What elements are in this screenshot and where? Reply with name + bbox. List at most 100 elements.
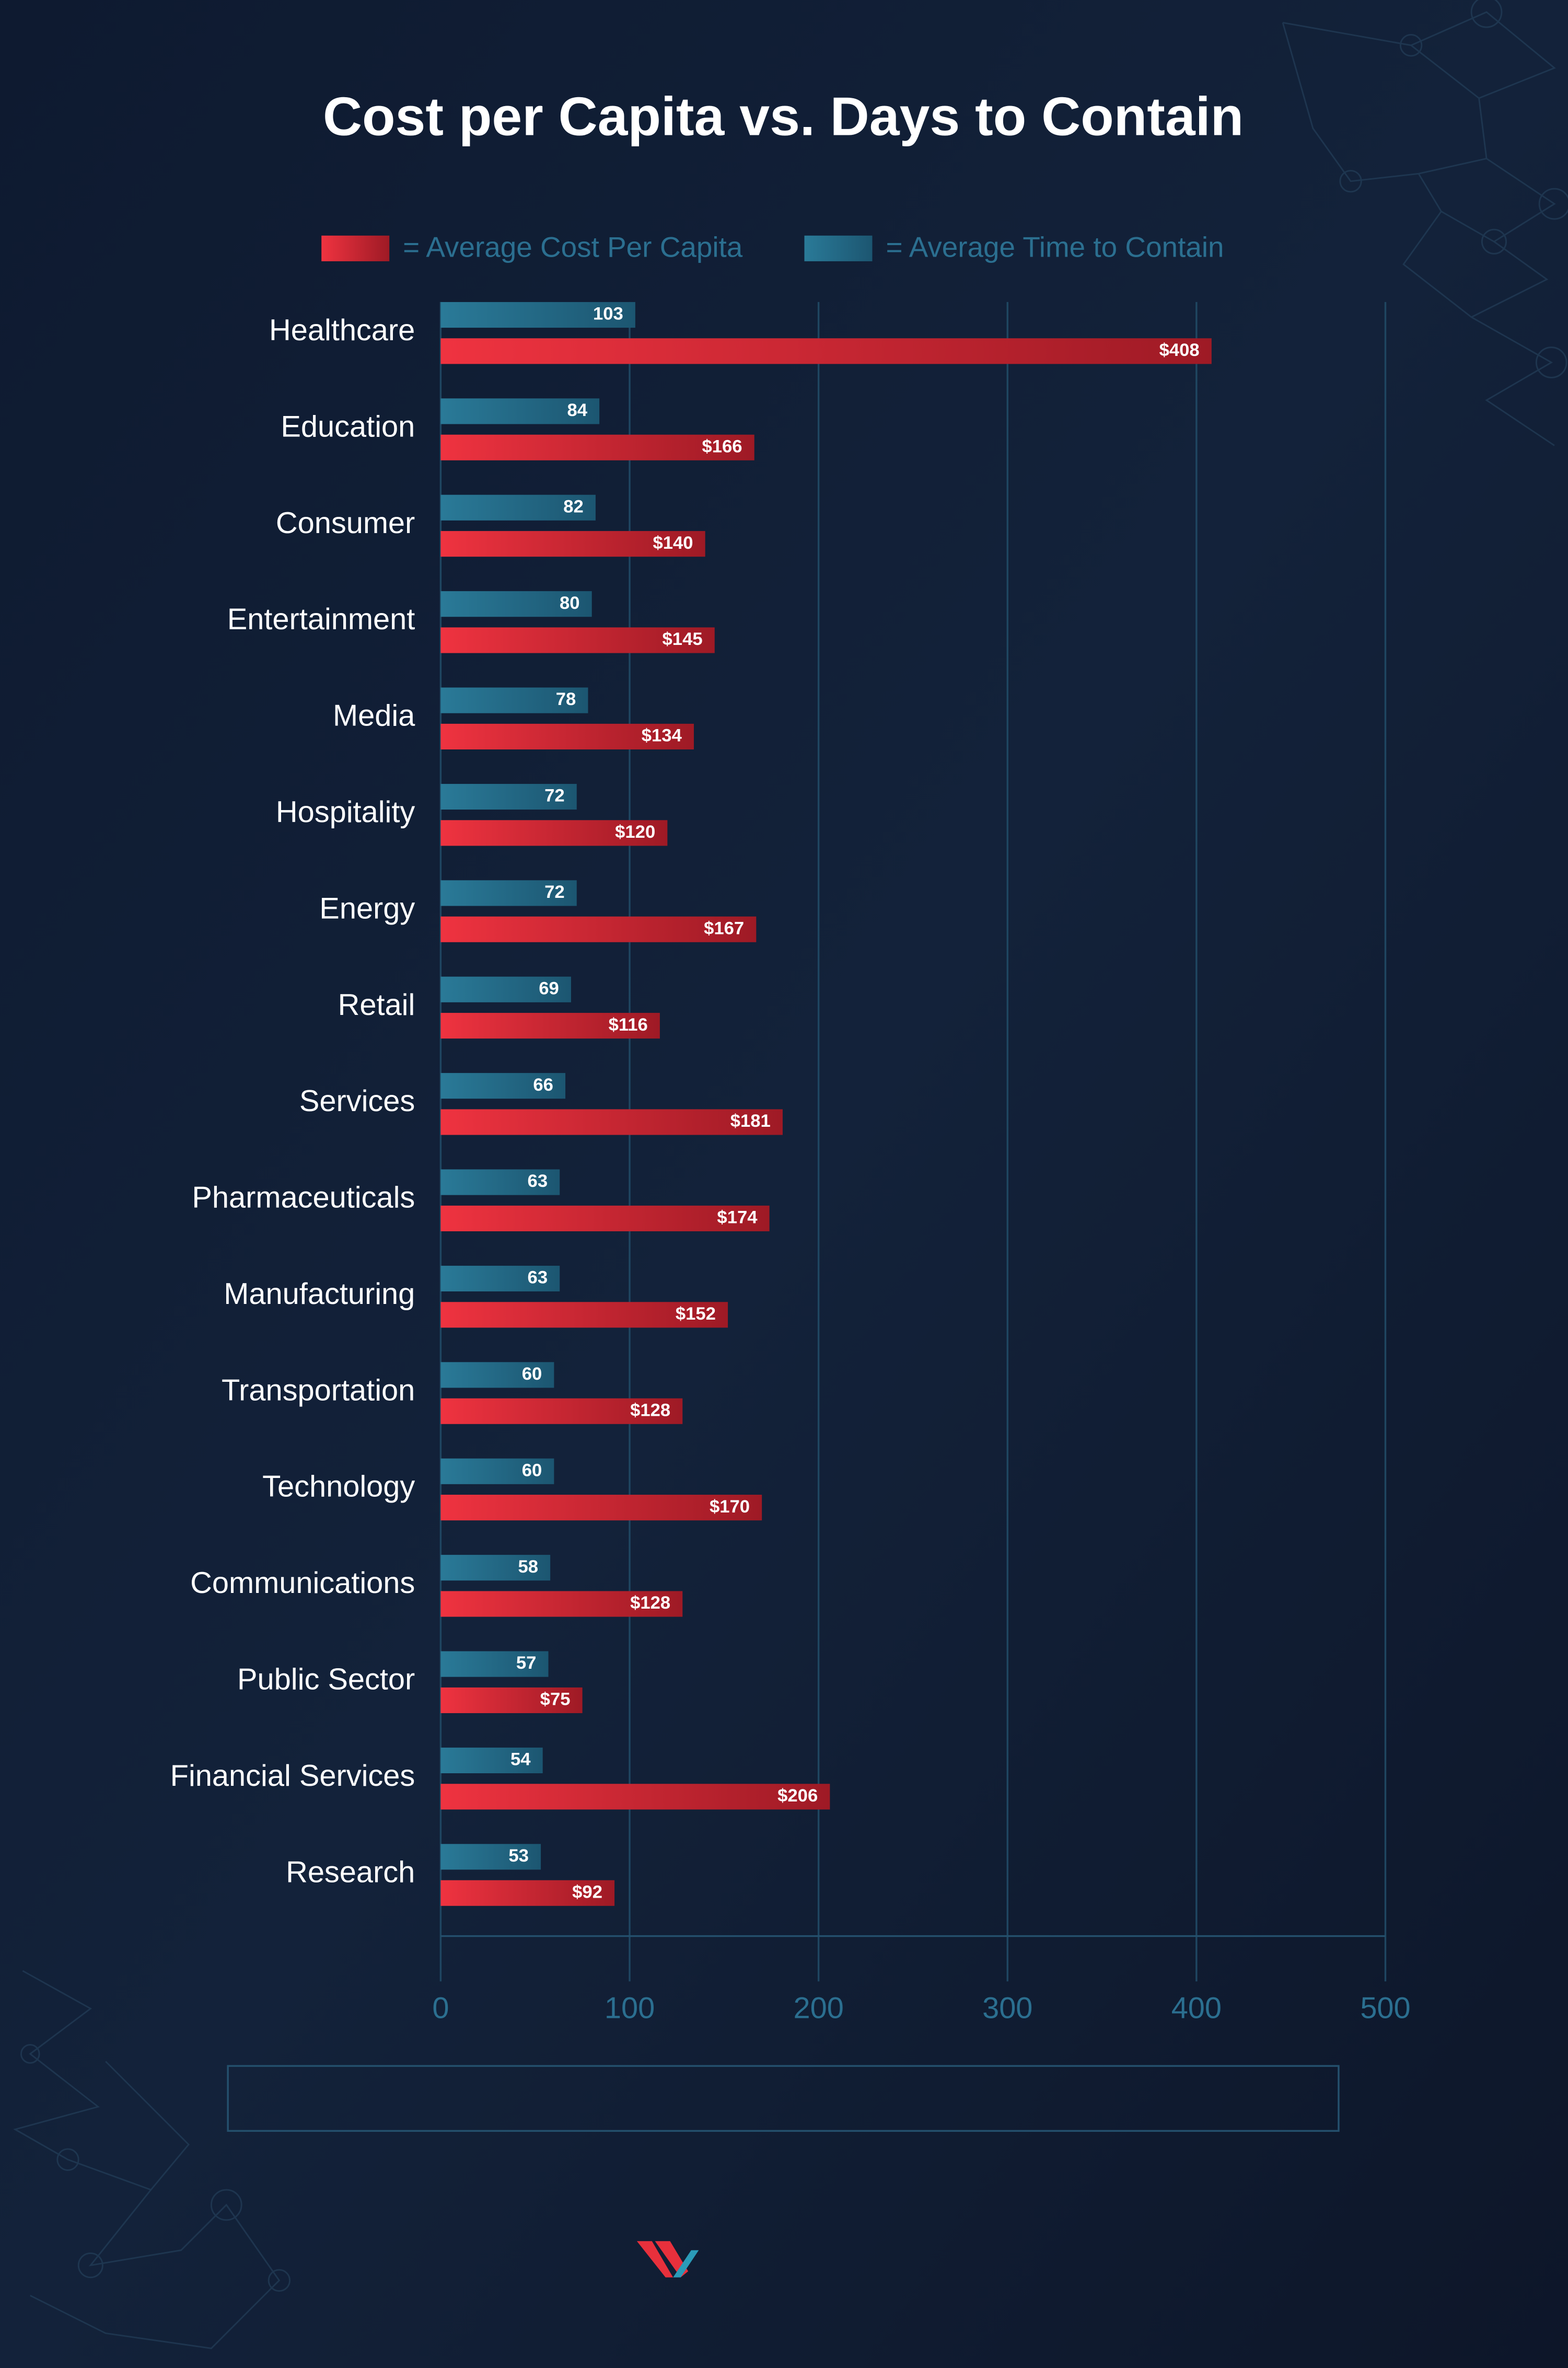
bar: [440, 302, 635, 328]
bar: [440, 1844, 541, 1870]
value-label: 60: [522, 1364, 542, 1384]
bar: [440, 1784, 830, 1810]
bar: [440, 338, 1212, 364]
bar: [440, 434, 754, 460]
value-label: $140: [653, 533, 693, 553]
x-tick-label: 500: [1360, 1991, 1410, 2025]
y-tick-label: Services: [299, 1084, 415, 1118]
value-label: 63: [528, 1268, 548, 1288]
bar: [440, 1495, 762, 1521]
y-tick-label: Pharmaceuticals: [192, 1181, 415, 1215]
legend-label: = Average Time to Contain: [886, 230, 1224, 263]
value-label: 84: [567, 400, 588, 420]
value-label: $75: [540, 1690, 571, 1709]
legend-label: = Average Cost Per Capita: [403, 230, 743, 263]
y-tick-label: Manufacturing: [224, 1277, 415, 1311]
y-tick-label: Public Sector: [237, 1663, 415, 1696]
value-label: 72: [544, 786, 565, 806]
x-tick-label: 100: [605, 1991, 655, 2025]
y-tick-label: Hospitality: [276, 795, 415, 829]
value-label: $120: [615, 822, 655, 842]
y-tick-label: Media: [333, 699, 415, 733]
bar: [440, 1458, 554, 1484]
bar: [440, 1073, 566, 1099]
bar: [440, 531, 705, 557]
legend-swatch: [804, 235, 873, 261]
y-tick-label: Education: [281, 410, 415, 443]
bar: [440, 398, 600, 424]
y-tick-label: Technology: [262, 1470, 415, 1504]
network-decoration: [13, 0, 1568, 2349]
value-label: $166: [702, 436, 742, 456]
bar: [440, 1591, 683, 1617]
y-tick-label: Transportation: [222, 1373, 415, 1407]
bar: [440, 880, 577, 906]
logo-mark: [673, 2250, 699, 2278]
bar: [440, 1362, 554, 1388]
bar: [440, 1651, 549, 1677]
value-label: 57: [516, 1653, 537, 1673]
value-label: $116: [609, 1015, 648, 1035]
bar: [440, 1880, 615, 1906]
value-label: $152: [676, 1304, 716, 1324]
y-tick-label: Energy: [319, 892, 415, 925]
bar: [440, 591, 592, 617]
bar: [440, 1169, 560, 1195]
value-label: $408: [1159, 340, 1200, 360]
value-label: $167: [704, 918, 744, 938]
value-label: $134: [642, 726, 682, 746]
value-label: 80: [560, 593, 580, 613]
bar: [440, 723, 694, 749]
y-tick-label: Entertainment: [227, 603, 415, 636]
value-label: 69: [539, 978, 559, 998]
value-label: $128: [630, 1593, 670, 1613]
value-label: 54: [510, 1750, 531, 1770]
bar: [440, 916, 757, 942]
value-label: 53: [508, 1846, 529, 1866]
bar: [440, 1109, 783, 1135]
y-tick-label: Research: [286, 1855, 415, 1889]
value-label: 103: [593, 304, 623, 324]
bar: [440, 494, 596, 521]
x-tick-label: 300: [982, 1991, 1032, 2025]
y-tick-label: Retail: [338, 988, 415, 1022]
y-tick-label: Financial Services: [170, 1759, 415, 1793]
bar: [440, 1747, 543, 1774]
x-tick-label: 200: [793, 1991, 843, 2025]
y-tick-label: Healthcare: [269, 314, 415, 347]
bar: [440, 820, 668, 846]
value-label: 82: [563, 496, 584, 516]
value-label: 58: [518, 1557, 538, 1577]
value-label: 78: [556, 689, 576, 709]
value-label: $92: [572, 1882, 602, 1902]
value-label: 66: [533, 1075, 553, 1095]
source-box: [227, 2065, 1340, 2132]
value-label: 63: [528, 1171, 548, 1191]
x-tick-label: 0: [432, 1991, 449, 2025]
bar: [440, 687, 588, 713]
chart-title: Cost per Capita vs. Days to Contain: [323, 87, 1244, 147]
value-label: 60: [522, 1460, 542, 1480]
value-label: $145: [663, 629, 703, 649]
value-label: 72: [544, 882, 565, 902]
bar: [440, 1205, 770, 1231]
value-label: $174: [717, 1208, 758, 1228]
bar: [440, 627, 715, 653]
bar: [440, 1687, 583, 1713]
value-label: $128: [630, 1400, 670, 1420]
legend-swatch: [321, 235, 390, 261]
value-label: $206: [777, 1786, 818, 1806]
logo-mark: [636, 2241, 689, 2278]
logo: [636, 2241, 699, 2278]
bar: [440, 1013, 660, 1039]
bar: [440, 976, 571, 1002]
x-tick-label: 400: [1171, 1991, 1222, 2025]
bar: [440, 1555, 551, 1581]
value-label: $181: [730, 1111, 771, 1131]
bar: [440, 1302, 728, 1328]
bar: [440, 1398, 683, 1424]
y-tick-label: Consumer: [276, 506, 415, 540]
